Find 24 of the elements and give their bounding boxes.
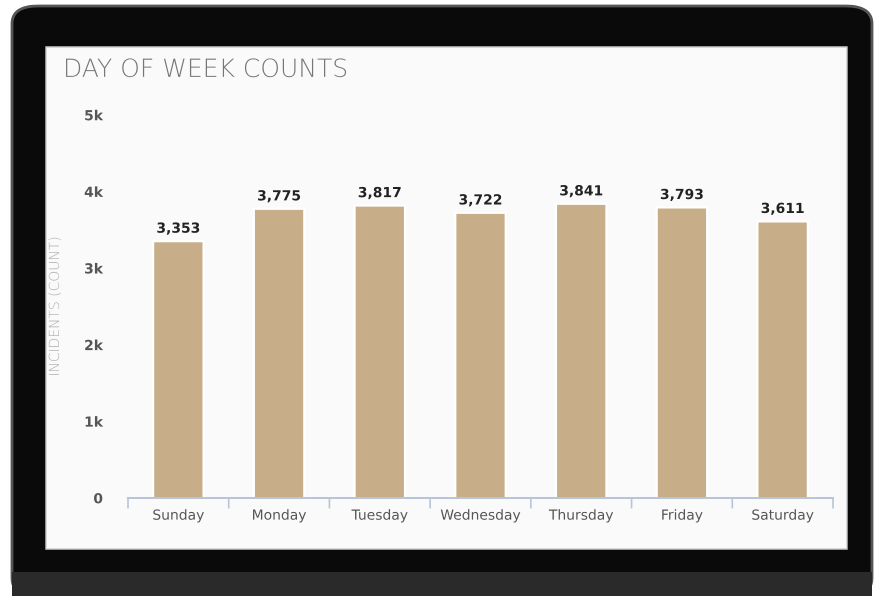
bar (252, 208, 306, 498)
y-tick-label: 2k (85, 340, 104, 350)
data-label: 3,775 (258, 190, 300, 202)
chart-title: DAY OF WEEK COUNTS (66, 58, 346, 78)
x-tick-label: Tuesday (351, 509, 408, 523)
x-tick-label: Friday (662, 509, 703, 523)
x-tick-label: Wednesday (440, 509, 520, 523)
y-tick-label: 5k (85, 110, 104, 120)
data-label: 3,353 (157, 222, 200, 235)
data-label: 3,841 (560, 185, 602, 198)
x-tick-label: Saturday (752, 509, 814, 523)
data-label: 3,817 (358, 186, 401, 200)
y-axis-title: INCIDENTS (COUNT) (48, 238, 61, 375)
x-tick-label: Sunday (153, 509, 204, 523)
x-tick-label: Monday (253, 509, 306, 523)
x-tick-label: Thursday (548, 509, 614, 523)
y-tick-label: 0 (94, 492, 102, 504)
y-tick-label: 4k (84, 186, 104, 197)
y-tick-label: 1k (86, 416, 104, 427)
data-label: 3,793 (660, 188, 703, 201)
bar (454, 212, 507, 498)
data-label: 3,611 (762, 202, 804, 215)
data-label: 3,722 (459, 194, 502, 206)
y-tick-label: 3k (85, 262, 104, 274)
